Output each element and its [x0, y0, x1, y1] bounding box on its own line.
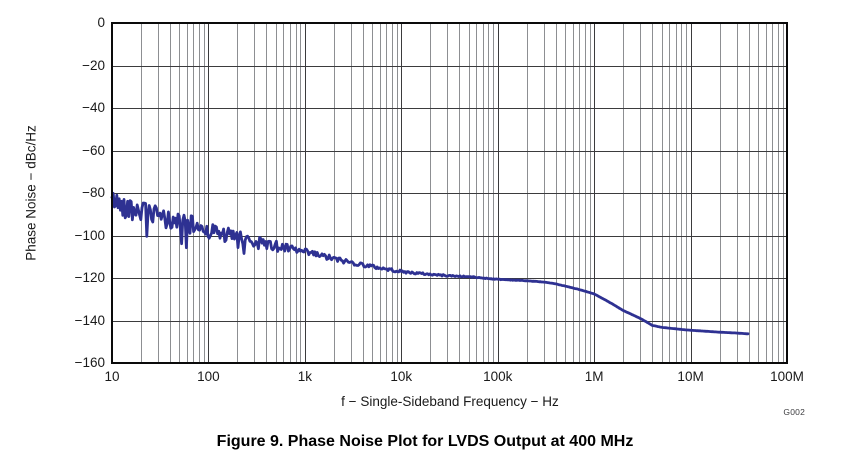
x-tick-label: 1k [297, 369, 312, 384]
x-tick-label: 100 [197, 369, 220, 384]
x-tick-label: 10M [677, 369, 704, 384]
x-tick-label: 10 [104, 369, 120, 384]
x-tick-label: 100k [483, 369, 513, 384]
y-tick-label: −80 [82, 185, 105, 200]
y-tick-label: −60 [82, 142, 105, 158]
y-tick-label: −160 [74, 355, 105, 370]
y-tick-label: −100 [74, 227, 105, 243]
y-tick-label: −120 [74, 270, 105, 285]
y-tick-label: −40 [82, 100, 105, 115]
y-tick-label: 0 [97, 15, 105, 30]
graph-id-label: G002 [783, 407, 805, 417]
y-tick-label: −20 [82, 57, 105, 73]
figure-caption: Figure 9. Phase Noise Plot for LVDS Outp… [216, 433, 634, 450]
x-tick-label: 1M [584, 369, 604, 384]
y-tick-label: −140 [74, 312, 105, 328]
x-axis-title: f − Single-Sideband Frequency − Hz [341, 394, 559, 409]
x-tick-label: 100M [770, 369, 804, 384]
x-tick-label: 10k [390, 369, 413, 384]
